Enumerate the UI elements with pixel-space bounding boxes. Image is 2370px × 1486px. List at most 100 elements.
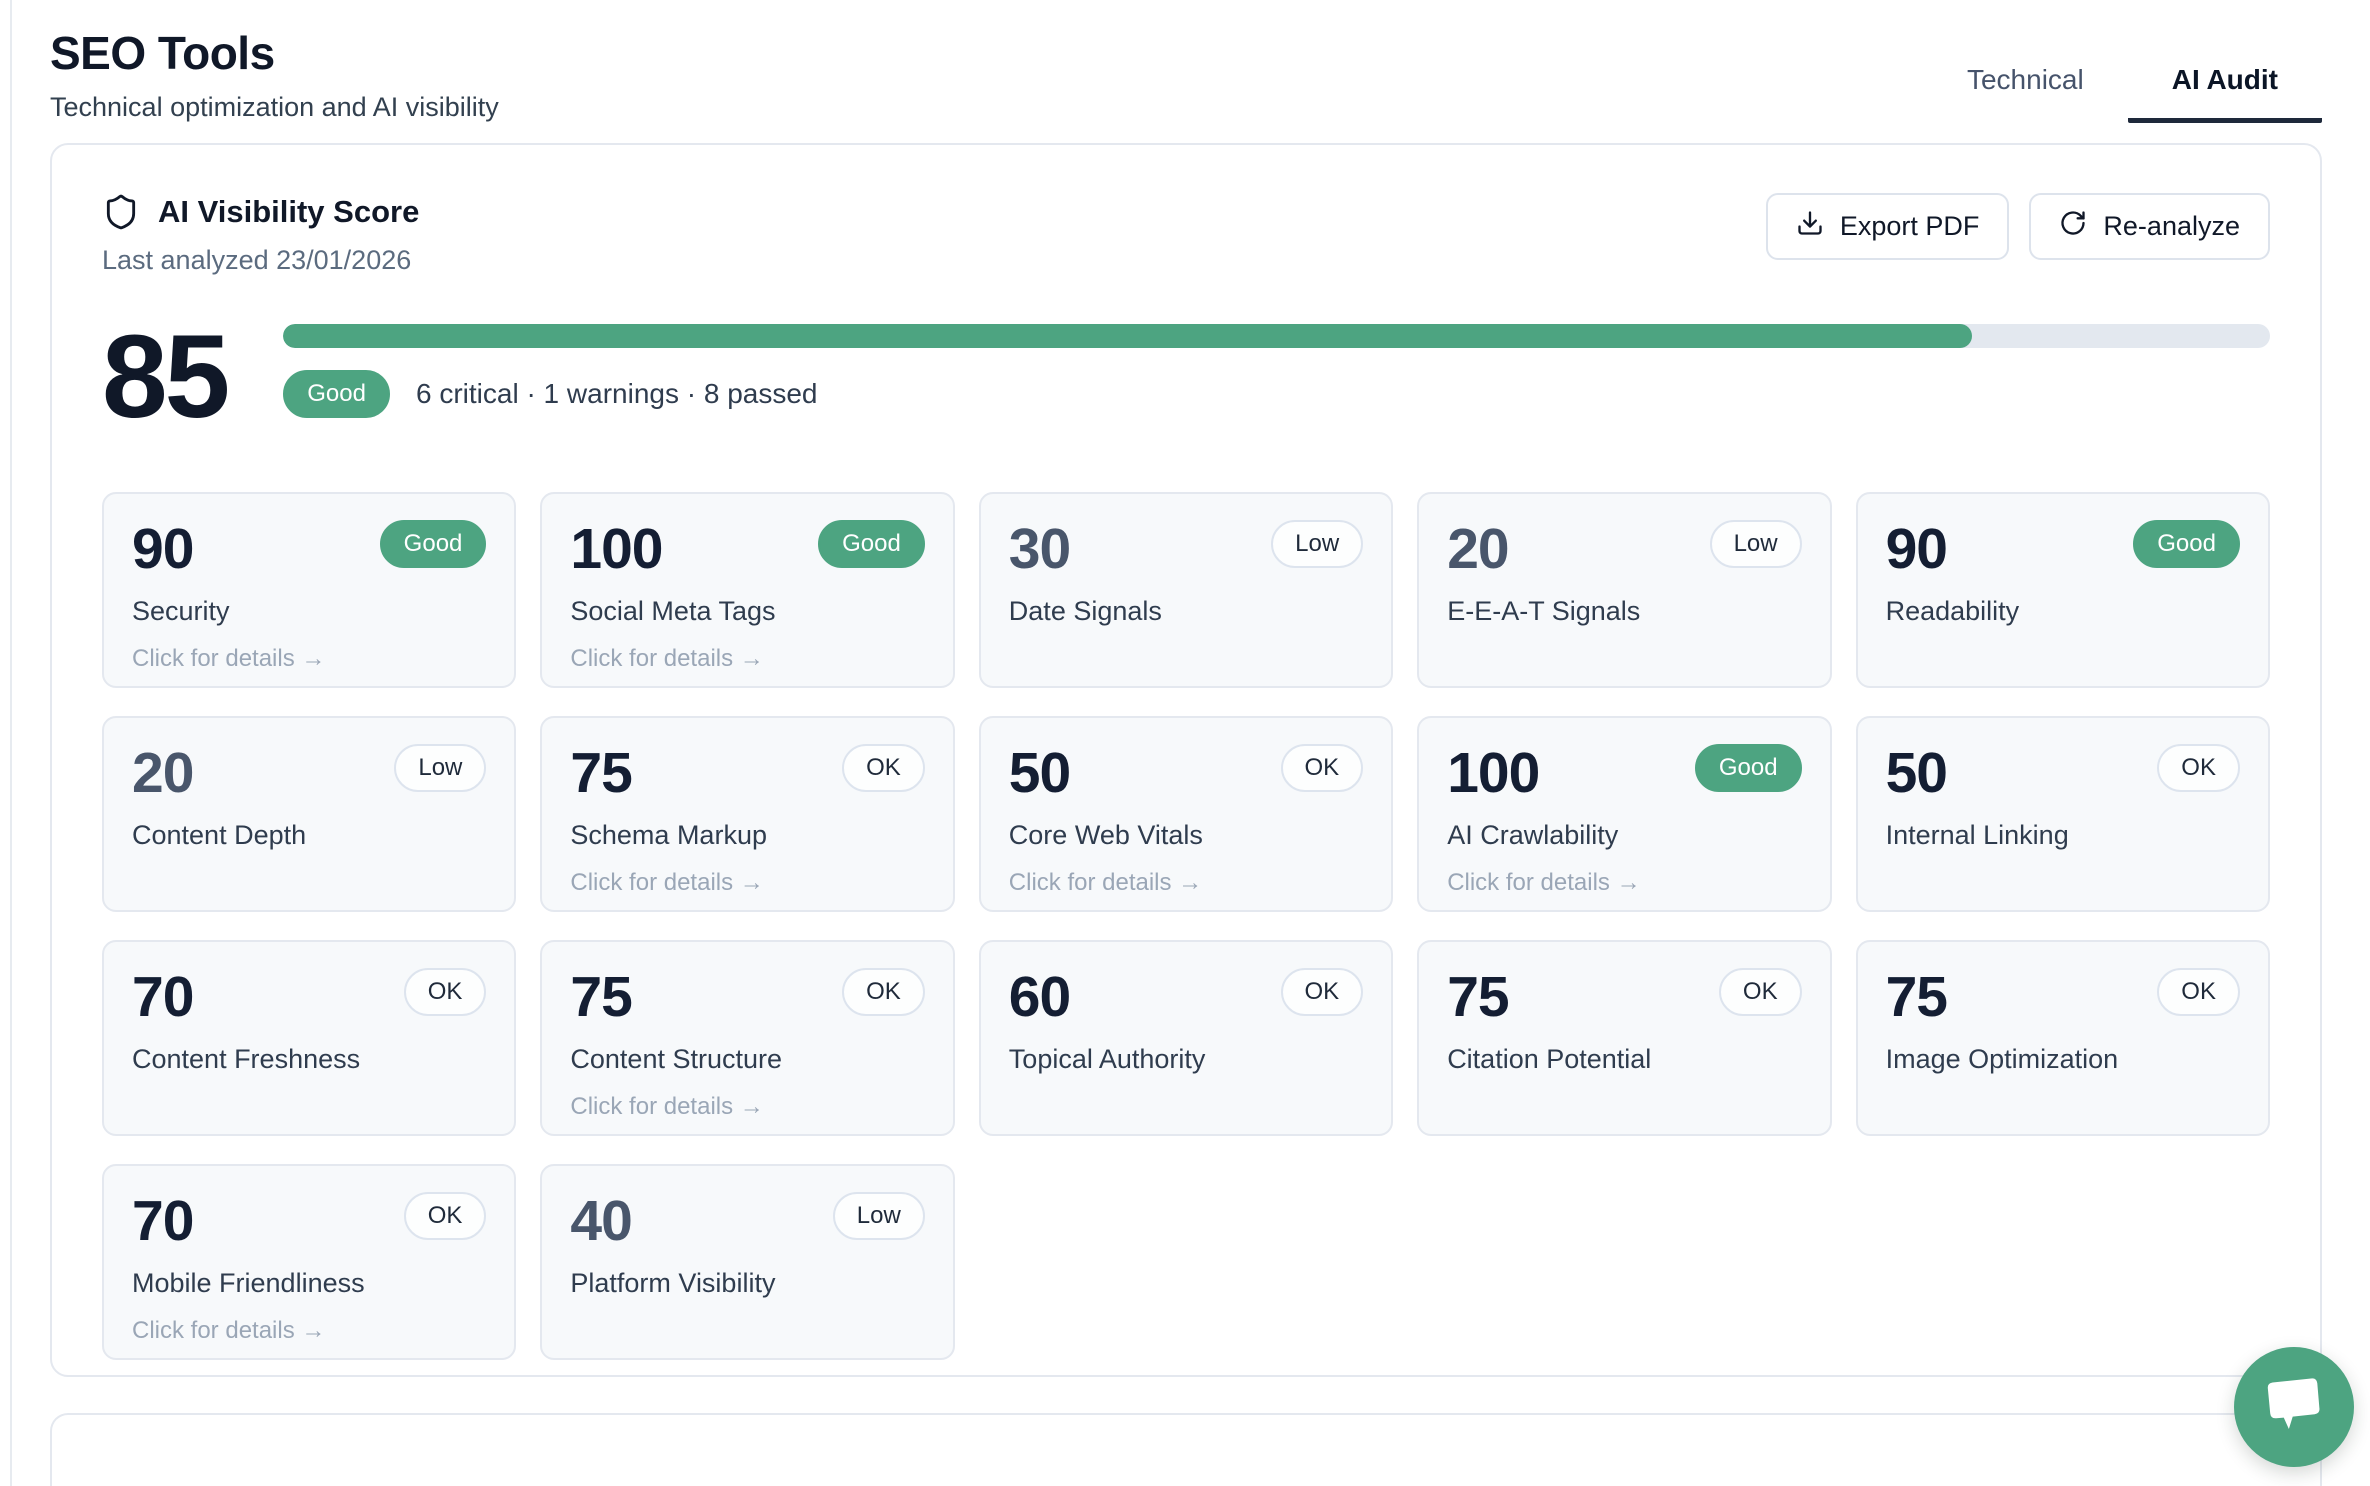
score-card[interactable]: 20 Low Content Depth	[102, 716, 517, 912]
card-status-badge: Good	[1694, 744, 1802, 792]
page-title-block: SEO Tools Technical optimization and AI …	[50, 26, 499, 123]
card-label: Security	[132, 595, 230, 626]
score-card[interactable]: 75 OK Citation Potential	[1417, 940, 1832, 1136]
card-score: 100	[1447, 741, 1540, 805]
score-card[interactable]: 75 OK Content Structure Click for detail…	[540, 940, 955, 1136]
card-score: 70	[132, 965, 194, 1029]
score-card[interactable]: 60 OK Topical Authority	[978, 940, 1394, 1136]
card-details-link[interactable]: Click for details →	[570, 868, 764, 896]
panel-actions: Export PDF Re-analyze	[1765, 193, 2270, 260]
score-detail-column: Good 6 critical · 1 warnings · 8 passed	[283, 324, 2270, 418]
reanalyze-button[interactable]: Re-analyze	[2029, 193, 2270, 260]
score-card[interactable]: 100 Good AI Crawlability Click for detai…	[1417, 716, 1832, 912]
card-status-badge: Low	[832, 1192, 925, 1240]
card-status-badge: Good	[818, 520, 925, 568]
chat-bubble-icon	[2263, 1377, 2325, 1438]
card-status-badge: OK	[1280, 968, 1364, 1016]
card-details-link[interactable]: Click for details →	[132, 1316, 326, 1344]
score-card[interactable]: 90 Good Security Click for details →	[102, 492, 517, 688]
card-score: 90	[132, 517, 194, 581]
panel-header: AI Visibility Score Last analyzed 23/01/…	[102, 193, 2270, 276]
card-label: Content Freshness	[132, 1043, 361, 1074]
card-status-badge: OK	[2157, 744, 2240, 792]
card-status-badge: OK	[403, 968, 487, 1016]
overall-status-badge: Good	[283, 370, 390, 418]
score-card[interactable]: 20 Low E-E-A-T Signals	[1417, 492, 1832, 688]
overall-score-value: 85	[102, 311, 230, 443]
card-score: 30	[1008, 517, 1071, 581]
card-label: Platform Visibility	[570, 1267, 776, 1298]
next-section-panel	[50, 1413, 2322, 1486]
score-card[interactable]: 40 Low Platform Visibility	[540, 1164, 955, 1360]
page-title: SEO Tools	[50, 27, 275, 79]
card-details-link[interactable]: Click for details →	[1008, 868, 1203, 896]
card-status-badge: OK	[2157, 968, 2240, 1016]
ai-visibility-panel: AI Visibility Score Last analyzed 23/01/…	[50, 143, 2322, 1377]
score-meta-row: Good 6 critical · 1 warnings · 8 passed	[283, 370, 2270, 418]
card-score: 75	[570, 965, 632, 1029]
export-pdf-button[interactable]: Export PDF	[1765, 193, 2010, 260]
card-status-badge: OK	[842, 744, 925, 792]
page-container: SEO Tools Technical optimization and AI …	[50, 0, 2322, 1486]
download-icon	[1796, 209, 1824, 244]
tab-technical[interactable]: Technical	[1966, 64, 2084, 95]
score-cards-grid: 90 Good Security Click for details → 100…	[102, 492, 2270, 1360]
card-label: Core Web Vitals	[1008, 819, 1203, 850]
score-card[interactable]: 75 OK Image Optimization	[1855, 940, 2270, 1136]
card-score: 100	[570, 517, 663, 581]
card-status-badge: Low	[1271, 520, 1364, 568]
card-score: 50	[1885, 741, 1948, 805]
audit-summary-text: 6 critical · 1 warnings · 8 passed	[415, 378, 818, 409]
shield-icon	[102, 193, 140, 231]
score-card[interactable]: 75 OK Schema Markup Click for details →	[540, 716, 955, 912]
card-status-badge: Good	[2133, 520, 2240, 568]
card-score: 60	[1008, 965, 1071, 1029]
card-label: Content Depth	[132, 819, 307, 850]
score-card[interactable]: 30 Low Date Signals	[978, 492, 1394, 688]
card-score: 20	[1447, 517, 1509, 581]
score-card[interactable]: 70 OK Content Freshness	[102, 940, 517, 1136]
card-label: Social Meta Tags	[570, 595, 776, 626]
card-label: Date Signals	[1008, 595, 1162, 626]
card-details-link[interactable]: Click for details →	[132, 644, 326, 672]
score-card[interactable]: 90 Good Readability	[1855, 492, 2270, 688]
card-details-link[interactable]: Click for details →	[570, 1092, 764, 1120]
page-left-rule	[10, 0, 12, 1486]
score-card[interactable]: 50 OK Core Web Vitals Click for details …	[978, 716, 1394, 912]
tab-bar: Technical AI Audit	[1923, 46, 2322, 123]
panel-title: AI Visibility Score	[158, 194, 420, 229]
score-card[interactable]: 70 OK Mobile Friendliness Click for deta…	[102, 1164, 517, 1360]
tab-ai-audit[interactable]: AI Audit	[2127, 46, 2322, 123]
card-label: Schema Markup	[570, 819, 767, 850]
card-status-badge: OK	[403, 1192, 487, 1240]
card-label: Topical Authority	[1008, 1043, 1206, 1074]
card-label: Image Optimization	[1885, 1043, 2119, 1074]
page-subtitle: Technical optimization and AI visibility	[50, 92, 499, 122]
card-label: Internal Linking	[1885, 819, 2069, 850]
card-score: 90	[1885, 517, 1948, 581]
export-pdf-label: Export PDF	[1839, 211, 1980, 241]
score-card[interactable]: 50 OK Internal Linking	[1855, 716, 2270, 912]
card-status-badge: Good	[379, 520, 487, 568]
score-progress-track	[283, 324, 2270, 348]
card-label: Mobile Friendliness	[132, 1267, 365, 1298]
overall-score-row: 85 Good 6 critical · 1 warnings · 8 pass…	[102, 318, 2270, 436]
refresh-icon	[2059, 209, 2087, 244]
page-header: SEO Tools Technical optimization and AI …	[50, 0, 2322, 123]
card-score: 70	[132, 1189, 194, 1253]
card-score: 50	[1008, 741, 1071, 805]
card-score: 40	[570, 1189, 632, 1253]
card-label: AI Crawlability	[1447, 819, 1619, 850]
last-analyzed-text: Last analyzed 23/01/2026	[102, 245, 412, 275]
card-details-link[interactable]: Click for details →	[570, 644, 764, 672]
card-score: 75	[1885, 965, 1948, 1029]
card-details-link[interactable]: Click for details →	[1447, 868, 1641, 896]
card-score: 20	[132, 741, 194, 805]
score-card[interactable]: 100 Good Social Meta Tags Click for deta…	[540, 492, 955, 688]
card-status-badge: OK	[842, 968, 925, 1016]
card-status-badge: OK	[1718, 968, 1802, 1016]
card-label: Citation Potential	[1447, 1043, 1652, 1074]
progress-fill	[283, 324, 1972, 348]
chat-widget-button[interactable]	[2234, 1347, 2354, 1467]
card-label: E-E-A-T Signals	[1447, 595, 1641, 626]
